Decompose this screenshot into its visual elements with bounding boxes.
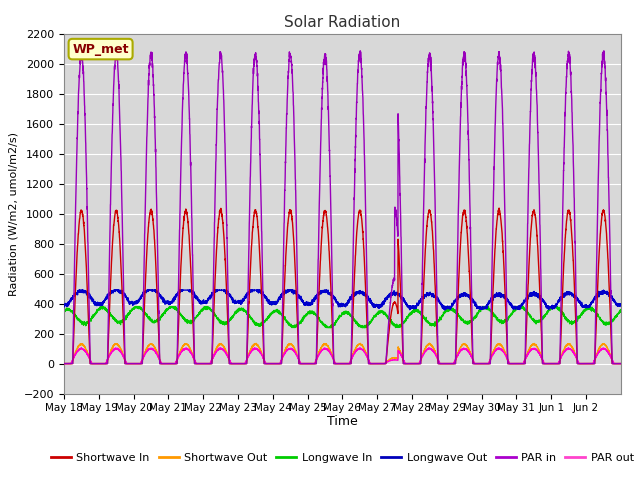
X-axis label: Time: Time bbox=[327, 415, 358, 428]
Text: WP_met: WP_met bbox=[72, 43, 129, 56]
Title: Solar Radiation: Solar Radiation bbox=[284, 15, 401, 30]
Y-axis label: Radiation (W/m2, umol/m2/s): Radiation (W/m2, umol/m2/s) bbox=[8, 132, 18, 296]
Legend: Shortwave In, Shortwave Out, Longwave In, Longwave Out, PAR in, PAR out: Shortwave In, Shortwave Out, Longwave In… bbox=[46, 448, 639, 467]
